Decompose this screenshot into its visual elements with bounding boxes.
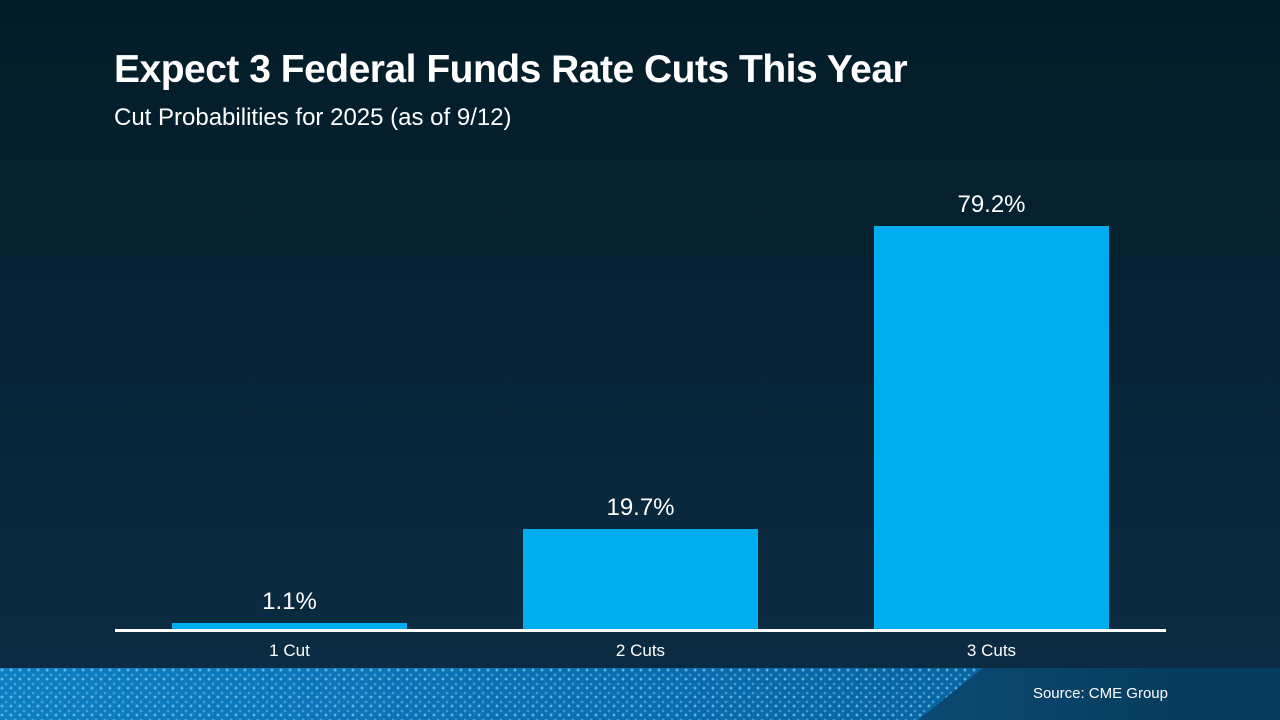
x-axis-tick-label: 3 Cuts bbox=[966, 641, 1017, 660]
bar-group-1-cut: 1.1% bbox=[172, 588, 407, 629]
bar bbox=[172, 623, 407, 629]
chart-subtitle: Cut Probabilities for 2025 (as of 9/12) bbox=[114, 104, 512, 131]
bar bbox=[523, 529, 758, 629]
bar bbox=[874, 226, 1109, 629]
x-axis-line bbox=[115, 629, 1166, 632]
bar-value-label: 79.2% bbox=[957, 191, 1026, 218]
bar-group-3-cuts: 79.2% bbox=[874, 191, 1109, 629]
footer-corner-shape bbox=[918, 668, 1280, 720]
x-axis-tick-label: 2 Cuts bbox=[615, 641, 666, 660]
bar-value-label: 19.7% bbox=[606, 494, 675, 521]
bar-group-2-cuts: 19.7% bbox=[523, 494, 758, 629]
x-axis-tick-label: 1 Cut bbox=[269, 641, 310, 660]
source-attribution: Source: CME Group bbox=[1032, 685, 1168, 702]
bar-value-label: 1.1% bbox=[262, 588, 317, 615]
chart-title: Expect 3 Federal Funds Rate Cuts This Ye… bbox=[114, 48, 908, 91]
footer-banner: Source: CME Group bbox=[0, 668, 1280, 720]
